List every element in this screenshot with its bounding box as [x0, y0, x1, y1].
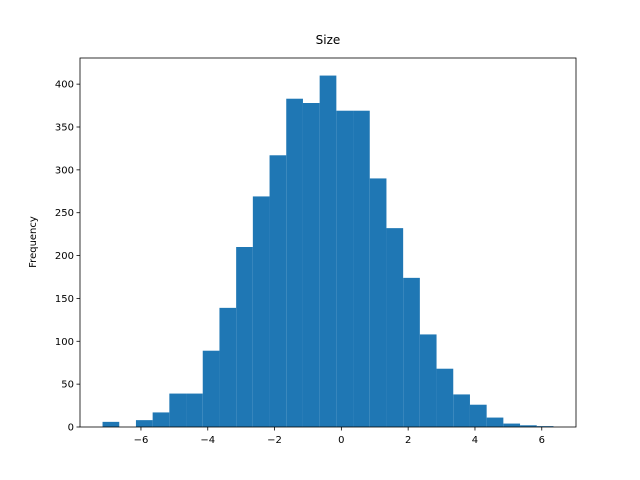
y-tick-label: 200 [55, 251, 74, 262]
bar [403, 277, 420, 427]
bar [536, 426, 554, 427]
y-tick-label: 0 [68, 423, 74, 434]
bar [436, 368, 454, 427]
y-tick-label: 400 [55, 80, 74, 91]
bar [503, 423, 521, 427]
bar [135, 420, 153, 427]
x-tick-label: −6 [134, 435, 149, 446]
bar [469, 404, 487, 427]
x-tick-label: −4 [200, 435, 215, 446]
y-tick-label: 350 [55, 123, 74, 134]
bar [369, 178, 387, 427]
bar [102, 421, 120, 427]
bar [419, 334, 437, 427]
bar [269, 155, 287, 428]
bar [319, 75, 337, 428]
y-axis-label: Frequency [28, 216, 39, 268]
x-tick-label: 4 [472, 435, 478, 446]
bar [152, 412, 170, 427]
y-tick-label: 100 [55, 337, 74, 348]
bar [236, 247, 253, 427]
bar [186, 393, 203, 427]
bar [386, 228, 404, 427]
bar [302, 103, 320, 427]
bar [286, 98, 303, 427]
bar [169, 393, 187, 427]
bar [252, 196, 270, 427]
bar [486, 417, 504, 427]
x-tick-label: 6 [539, 435, 545, 446]
bar [453, 394, 470, 427]
x-tick-label: 0 [338, 435, 344, 446]
axes-frame [79, 57, 577, 428]
y-tick-label: 50 [61, 380, 74, 391]
x-tick-label: 2 [405, 435, 411, 446]
bar [219, 307, 237, 427]
y-tick-label: 150 [55, 294, 74, 305]
x-tick-label: −2 [267, 435, 282, 446]
y-tick-label: 250 [55, 208, 74, 219]
bar [353, 110, 370, 427]
y-tick-label: 300 [55, 165, 74, 176]
chart-title: Size [316, 33, 341, 47]
bar [202, 350, 220, 427]
plot-area [102, 75, 554, 428]
bar [336, 110, 354, 427]
bar [520, 425, 537, 427]
